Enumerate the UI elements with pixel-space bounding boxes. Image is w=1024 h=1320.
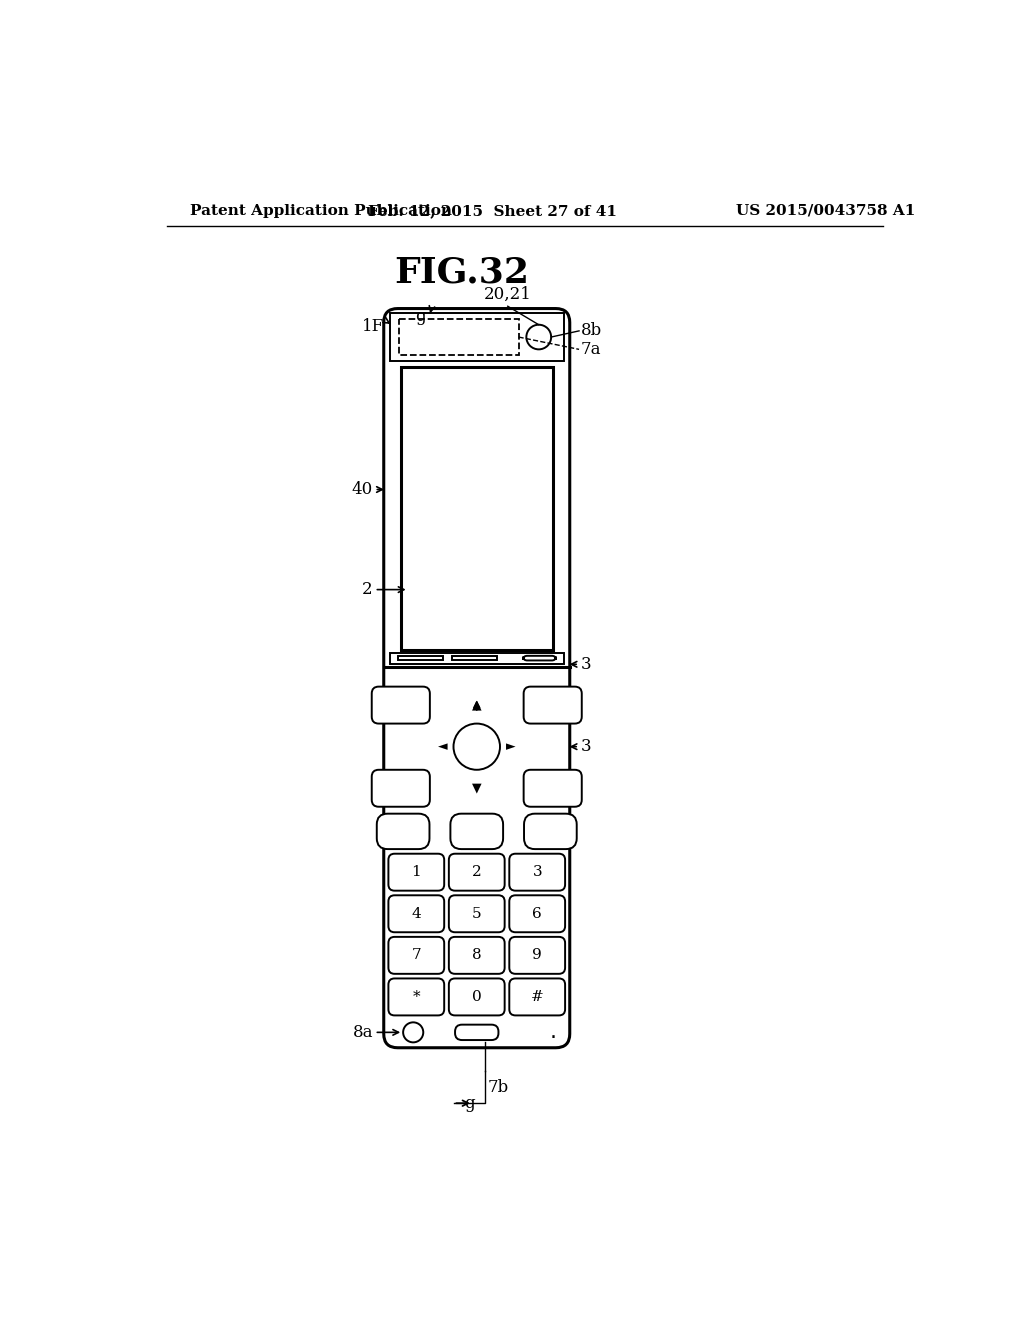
FancyBboxPatch shape [377,813,429,849]
Text: 3: 3 [581,656,591,673]
Text: 20,21: 20,21 [483,286,531,304]
Text: *: * [413,990,420,1005]
Text: US 2015/0043758 A1: US 2015/0043758 A1 [736,203,915,218]
FancyBboxPatch shape [509,854,565,891]
Bar [397,656,442,660]
Text: 3: 3 [581,738,591,755]
Text: 2: 2 [362,581,373,598]
Text: 4: 4 [412,907,421,921]
FancyBboxPatch shape [384,309,569,1048]
Text: 7b: 7b [487,1078,509,1096]
FancyBboxPatch shape [523,686,582,723]
FancyBboxPatch shape [449,937,505,974]
Text: g: g [415,308,426,325]
Text: 8b: 8b [581,322,602,339]
FancyBboxPatch shape [449,978,505,1015]
Text: 0: 0 [472,990,481,1005]
Text: 7a: 7a [581,341,601,358]
FancyBboxPatch shape [388,978,444,1015]
FancyBboxPatch shape [388,854,444,891]
Bar [400,367,553,649]
Text: 2: 2 [472,865,481,879]
FancyBboxPatch shape [451,813,503,849]
Bar [390,313,563,360]
Text: 6: 6 [532,907,542,921]
Text: 3: 3 [532,865,542,879]
Text: Patent Application Publication: Patent Application Publication [190,203,452,218]
Text: 8a: 8a [352,1024,373,1041]
FancyBboxPatch shape [449,895,505,932]
Text: 5: 5 [472,907,481,921]
Text: ▼: ▼ [472,781,481,795]
FancyBboxPatch shape [509,978,565,1015]
Text: FIG.32: FIG.32 [394,255,528,289]
Circle shape [454,723,500,770]
Text: ▲: ▲ [472,698,481,711]
FancyBboxPatch shape [523,656,556,660]
Bar [390,653,563,664]
Bar [452,656,497,660]
Text: ◄: ◄ [438,741,447,754]
FancyBboxPatch shape [455,1024,499,1040]
FancyBboxPatch shape [388,895,444,932]
FancyBboxPatch shape [509,895,565,932]
Circle shape [526,325,551,350]
Text: Feb. 12, 2015  Sheet 27 of 41: Feb. 12, 2015 Sheet 27 of 41 [368,203,616,218]
FancyBboxPatch shape [509,937,565,974]
Text: 9: 9 [532,948,542,962]
Text: 8: 8 [472,948,481,962]
Bar [399,319,518,355]
Text: 7: 7 [412,948,421,962]
Circle shape [403,1022,423,1043]
FancyBboxPatch shape [524,813,577,849]
Text: 40: 40 [351,480,373,498]
FancyBboxPatch shape [388,937,444,974]
Text: g: g [465,1094,475,1111]
Text: #: # [530,990,544,1005]
FancyBboxPatch shape [523,770,582,807]
Text: 1F: 1F [361,318,384,335]
FancyBboxPatch shape [449,854,505,891]
FancyBboxPatch shape [372,770,430,807]
FancyBboxPatch shape [372,686,430,723]
Text: .: . [549,1023,556,1043]
Text: ►: ► [506,741,516,754]
Text: 1: 1 [412,865,421,879]
